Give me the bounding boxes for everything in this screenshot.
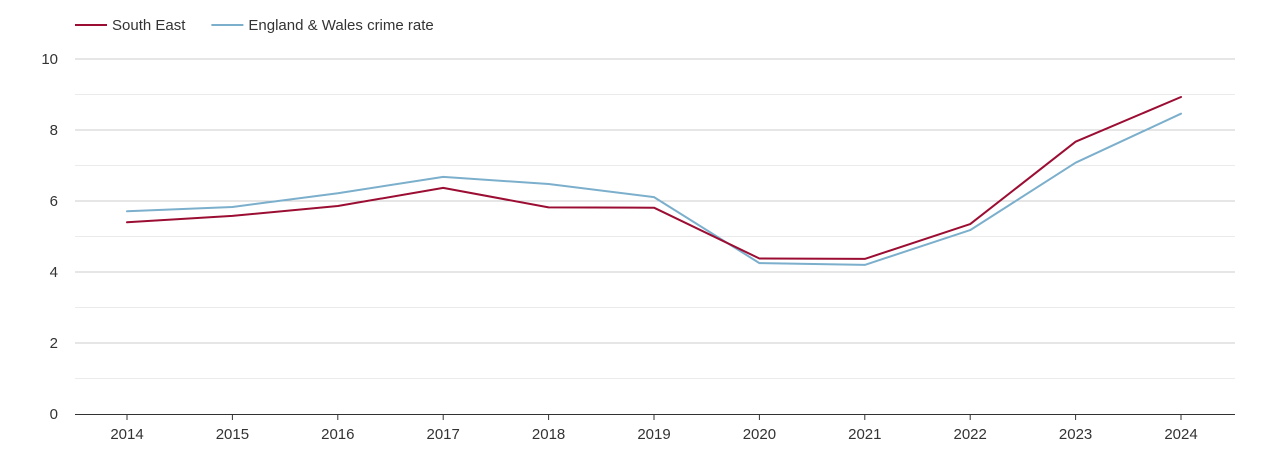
series-lines [126,96,1182,266]
x-tick-label: 2014 [110,426,143,443]
legend-item-england-wales-crime-rate[interactable]: England & Wales crime rate [211,17,434,34]
y-tick-label: 2 [50,335,58,352]
y-tick-label: 8 [50,122,58,139]
x-tick-label: 2018 [532,426,565,443]
series-line-england-wales-crime-rate [126,112,1182,266]
x-tick-label: 2022 [954,426,987,443]
y-tick-label: 4 [50,264,58,281]
grid-lines [75,58,1235,379]
x-tick-label: 2017 [427,426,460,443]
y-tick-label: 0 [50,406,58,423]
x-tick-label: 2020 [743,426,776,443]
y-tick-label: 10 [41,51,58,68]
x-tick-label: 2015 [216,426,249,443]
x-tick-label: 2021 [848,426,881,443]
legend-label: South East [112,17,186,34]
x-tick-label: 2016 [321,426,354,443]
x-tick-label: 2024 [1164,426,1197,443]
y-tick-label: 6 [50,193,58,210]
x-tick-label: 2019 [637,426,670,443]
legend-item-south-east[interactable]: South East [75,17,186,34]
legend-label: England & Wales crime rate [248,17,433,34]
series-line-south-east [126,96,1182,260]
x-tick-label: 2023 [1059,426,1092,443]
axes: 0 2 4 6 8 10 2014 2015 2016 2017 2018 2019 2020 2021 2… [41,51,1235,443]
legend: South East England & Wales crime rate [75,17,434,34]
